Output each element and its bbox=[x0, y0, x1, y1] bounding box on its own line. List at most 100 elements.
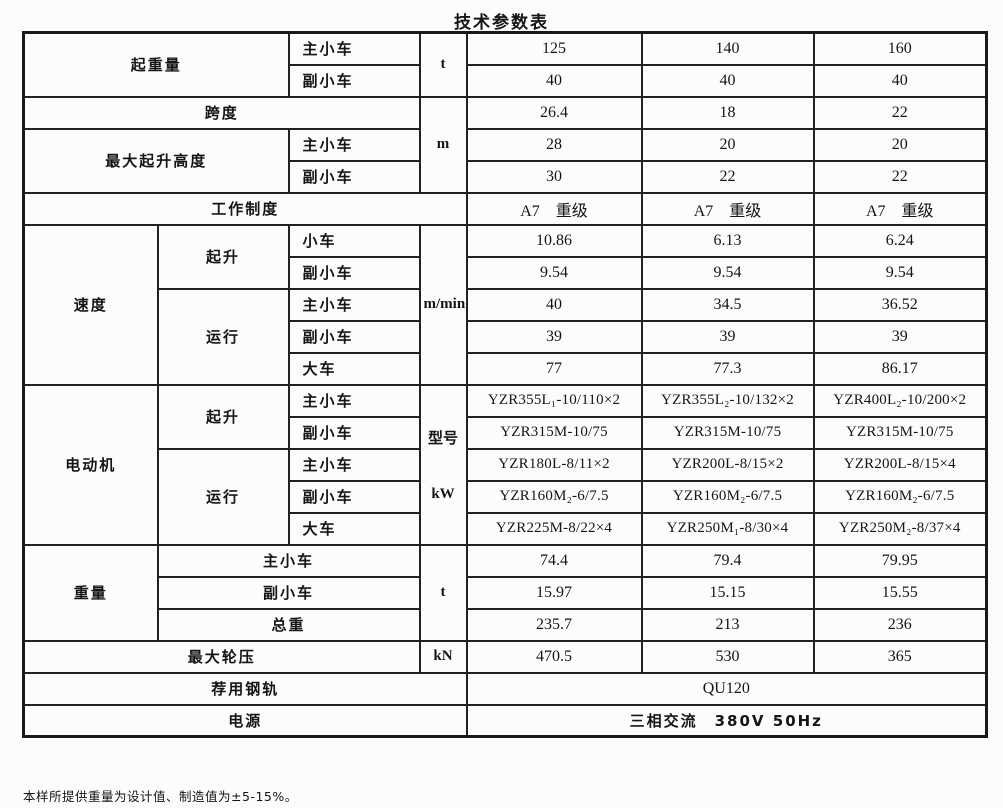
table-row: 大车 77 77.3 86.17 bbox=[24, 351, 988, 386]
value-cell: 77.3 bbox=[640, 351, 815, 386]
value-cell: YZR315M-10/75 bbox=[812, 415, 988, 450]
value-cell: YZR315M-10/75 bbox=[640, 415, 815, 450]
table-row: 副小车 YZR315M-10/75 YZR315M-10/75 YZR315M-… bbox=[24, 415, 988, 450]
table-row: 运行 主小车 40 34.5 36.52 bbox=[24, 287, 988, 386]
value-cell: 125 bbox=[465, 31, 643, 66]
value-cell: 160 bbox=[812, 31, 988, 66]
value-cell: 79.95 bbox=[812, 543, 988, 578]
value-cell: 40 bbox=[640, 63, 815, 98]
table-row: 运行 主小车 YZR180L-8/11×2 YZR200L-8/15×2 YZR… bbox=[24, 447, 988, 546]
value-cell: 22 bbox=[812, 95, 988, 130]
value-cell: 39 bbox=[640, 319, 815, 354]
value-cell: 30 bbox=[465, 159, 643, 194]
motor-hoist-label: 起升 bbox=[156, 383, 290, 450]
value-cell: 6.13 bbox=[640, 223, 815, 258]
speed-travel-main-item: 主小车 bbox=[287, 287, 421, 322]
speed-hoist-trolley-item: 小车 bbox=[287, 223, 421, 258]
value-cell: YZR180L-8/11×2 bbox=[465, 447, 643, 482]
table-row: 最大轮压 kN 470.5 530 365 bbox=[22, 639, 988, 674]
power-value: 三相交流 380V 50Hz bbox=[465, 703, 988, 738]
table-row: 最大起升高度 主小车 28 20 20 bbox=[22, 127, 988, 194]
capacity-aux-item: 副小车 bbox=[287, 63, 421, 98]
spec-table: 起重量 主小车 t 125 140 160 副小车 40 40 40 跨度 m … bbox=[22, 31, 989, 738]
motor-travel-bridge-item: 大车 bbox=[287, 511, 421, 546]
table-row: 总重 235.7 213 236 bbox=[24, 607, 988, 642]
motor-hoist-aux-item: 副小车 bbox=[287, 415, 421, 450]
table-row: 副小车 30 22 22 bbox=[24, 159, 988, 194]
value-cell: 235.7 bbox=[465, 607, 643, 642]
value-cell: 40 bbox=[812, 63, 988, 98]
value-cell: YZR250M₂-8/37×4 bbox=[812, 511, 988, 546]
value-cell: 15.15 bbox=[640, 575, 815, 610]
table-row: 电动机 起升 主小车 型号 kW YZR355L₁-10/110×2 YZR35… bbox=[22, 383, 988, 546]
value-cell: 28 bbox=[465, 127, 643, 162]
value-cell: 15.55 bbox=[812, 575, 988, 610]
value-cell: 39 bbox=[812, 319, 988, 354]
table-row: 副小车 40 40 40 bbox=[24, 63, 988, 98]
speed-travel-bridge-item: 大车 bbox=[287, 351, 421, 386]
value-cell: 22 bbox=[812, 159, 988, 194]
value-cell: 9.54 bbox=[465, 255, 643, 290]
value-cell: 530 bbox=[640, 639, 815, 674]
height-label: 最大起升高度 bbox=[22, 127, 290, 194]
value-cell: 213 bbox=[640, 607, 815, 642]
weight-label: 重量 bbox=[22, 543, 159, 642]
value-cell: YZR200L-8/15×4 bbox=[812, 447, 988, 482]
capacity-unit: t bbox=[418, 31, 468, 98]
speed-hoist-aux-item: 副小车 bbox=[287, 255, 421, 290]
value-cell: YZR400L₂-10/200×2 bbox=[812, 383, 988, 418]
capacity-main-item: 主小车 bbox=[287, 31, 421, 66]
value-cell: 6.24 bbox=[812, 223, 988, 258]
table-row: 工作制度 A7 重级 A7 重级 A7 重级 bbox=[22, 191, 988, 226]
value-cell: 20 bbox=[812, 127, 988, 162]
speed-label: 速度 bbox=[22, 223, 159, 386]
value-cell: 10.86 bbox=[465, 223, 643, 258]
footnote: 本样所提供重量为设计值、制造值为±5-15%。 bbox=[23, 789, 298, 804]
value-cell: YZR315M-10/75 bbox=[465, 415, 643, 450]
value-cell: 34.5 bbox=[640, 287, 815, 322]
span-height-unit: m bbox=[418, 95, 468, 194]
value-cell: 365 bbox=[812, 639, 988, 674]
motor-unit-stack: 型号 kW bbox=[424, 427, 463, 503]
table-row: 副小车 39 39 39 bbox=[24, 319, 988, 354]
weight-main-item: 主小车 bbox=[156, 543, 421, 578]
rail-label: 荐用钢轨 bbox=[22, 671, 468, 706]
height-aux-item: 副小车 bbox=[287, 159, 421, 194]
value-cell: YZR355L₁-10/110×2 bbox=[465, 383, 643, 418]
weight-aux-item: 副小车 bbox=[156, 575, 421, 610]
power-label: 电源 bbox=[22, 703, 468, 738]
value-cell: 18 bbox=[640, 95, 815, 130]
height-main-item: 主小车 bbox=[287, 127, 421, 162]
wheel-load-label: 最大轮压 bbox=[22, 639, 421, 674]
value-cell: 74.4 bbox=[465, 543, 643, 578]
table-row: 大车 YZR225M-8/22×4 YZR250M₁-8/30×4 YZR250… bbox=[24, 511, 988, 546]
table-row: 电源 三相交流 380V 50Hz bbox=[22, 703, 988, 738]
value-cell: 9.54 bbox=[640, 255, 815, 290]
table-row: 跨度 m 26.4 18 22 bbox=[22, 95, 988, 194]
page-title: 技术参数表 bbox=[454, 13, 549, 33]
motor-hoist-main-item: 主小车 bbox=[287, 383, 421, 418]
weight-unit: t bbox=[418, 543, 468, 642]
duty-label: 工作制度 bbox=[22, 191, 468, 226]
value-cell: 40 bbox=[465, 287, 643, 322]
value-cell: 77 bbox=[465, 351, 643, 386]
value-cell: YZR225M-8/22×4 bbox=[465, 511, 643, 546]
speed-hoist-label: 起升 bbox=[156, 223, 290, 290]
wheel-load-unit: kN bbox=[418, 639, 468, 674]
speed-unit: m/min bbox=[418, 223, 468, 386]
table-row: 速度 起升 小车 m/min 10.86 6.13 6.24 bbox=[22, 223, 988, 386]
table-row: 副小车 YZR160M₂-6/7.5 YZR160M₂-6/7.5 YZR160… bbox=[24, 479, 988, 514]
rail-value: QU120 bbox=[465, 671, 988, 706]
value-cell: YZR355L₂-10/132×2 bbox=[640, 383, 815, 418]
motor-label: 电动机 bbox=[22, 383, 159, 546]
table-row: 重量 主小车 t 74.4 79.4 79.95 bbox=[22, 543, 988, 642]
value-cell: A7 重级 bbox=[640, 191, 815, 226]
speed-travel-aux-item: 副小车 bbox=[287, 319, 421, 354]
weight-total-item: 总重 bbox=[156, 607, 421, 642]
motor-travel-aux-item: 副小车 bbox=[287, 479, 421, 514]
value-cell: 22 bbox=[640, 159, 815, 194]
value-cell: YZR160M₂-6/7.5 bbox=[812, 479, 988, 514]
table-row: 副小车 15.97 15.15 15.55 bbox=[24, 575, 988, 610]
table-row: 起重量 主小车 t 125 140 160 bbox=[22, 31, 988, 98]
span-label: 跨度 bbox=[22, 95, 421, 130]
